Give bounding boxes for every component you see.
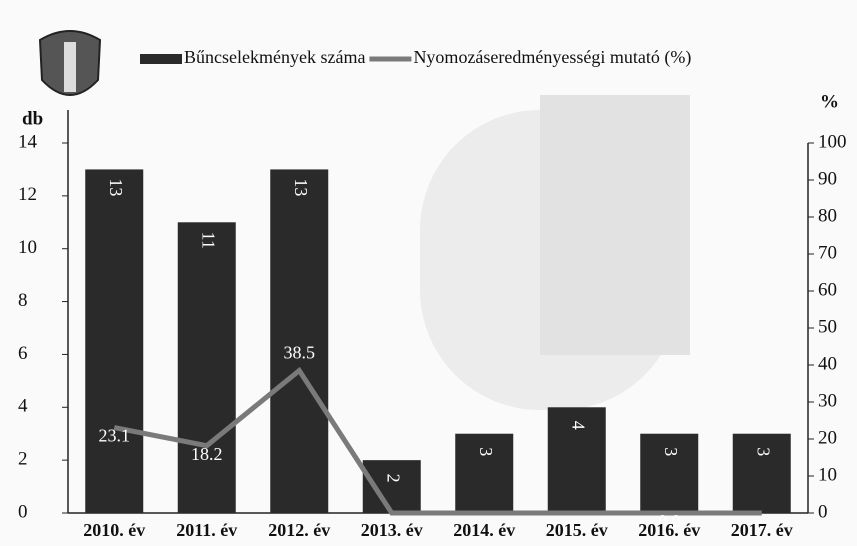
legend-swatch: [140, 54, 182, 64]
x-tick-label: 2013. év: [361, 520, 423, 540]
bar-value-label: 3: [754, 447, 774, 456]
logo-sword: [64, 42, 76, 92]
x-tick-label: 2015. év: [546, 520, 608, 540]
y2-tick-label: 20: [818, 427, 837, 448]
x-tick-label: 2014. év: [453, 520, 515, 540]
legend-label: Nyomozáseredményességi mutató (%): [413, 47, 691, 68]
y2-axis-label: %: [820, 91, 839, 112]
line-value-label: 0,0: [658, 511, 681, 531]
y-tick-label: 14: [18, 131, 38, 152]
bar: [455, 433, 514, 513]
x-tick-label: 2010. év: [83, 520, 145, 540]
y-tick-label: 4: [18, 396, 28, 417]
y2-tick-label: 90: [818, 168, 837, 189]
line-value-label: 18.2: [191, 444, 223, 464]
bar-value-label: 2: [384, 474, 404, 483]
y2-tick-label: 50: [818, 316, 837, 337]
y2-tick-label: 30: [818, 390, 837, 411]
x-tick-label: 2012. év: [268, 520, 330, 540]
y-tick-label: 10: [18, 237, 37, 258]
y2-tick-label: 60: [818, 279, 837, 300]
y-tick-label: 0: [18, 501, 28, 522]
bar-value-label: 11: [199, 232, 219, 249]
bar-value-label: 3: [476, 447, 496, 456]
bar: [732, 433, 791, 513]
logo: [38, 30, 102, 96]
x-tick-label: 2017. év: [731, 520, 793, 540]
y2-tick-label: 40: [818, 353, 837, 374]
line-value-label: 38.5: [284, 343, 316, 363]
line: [113, 366, 762, 516]
background-building: [540, 95, 690, 355]
bar: [547, 407, 606, 513]
x-tick-label: 2016. év: [638, 520, 700, 540]
bar: [177, 222, 236, 514]
y2-tick-label: 100: [818, 131, 847, 152]
bar: [362, 460, 421, 513]
y-tick-label: 2: [18, 449, 28, 470]
legend-label: Bűncselekmények száma: [184, 47, 365, 67]
bar-value-label: 4: [569, 421, 589, 430]
y2-tick-label: 70: [818, 242, 837, 263]
x-tick-label: 2011. év: [176, 520, 237, 540]
bar: [640, 433, 699, 513]
bar-value-label: 13: [291, 178, 311, 196]
y2-tick-label: 80: [818, 205, 837, 226]
bar-value-label: 3: [661, 447, 681, 456]
y-tick-label: 6: [18, 343, 28, 364]
y2-tick-label: 10: [818, 464, 837, 485]
y-tick-label: 8: [18, 290, 28, 311]
y-tick-label: 12: [18, 184, 37, 205]
y2-tick-label: 0: [818, 501, 828, 522]
y-axis-label: db: [22, 108, 43, 129]
bar-value-label: 13: [106, 178, 126, 196]
line-value-label: 23.1: [99, 426, 131, 446]
bar: [85, 169, 144, 513]
bar: [270, 169, 329, 513]
